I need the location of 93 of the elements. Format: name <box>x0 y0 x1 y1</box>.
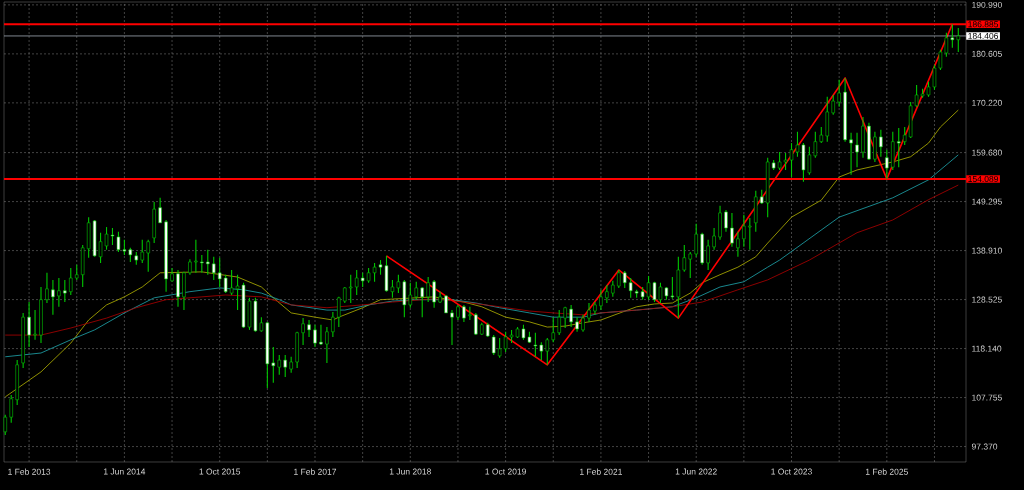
candlestick <box>51 279 55 316</box>
y-tick-label: 170.220 <box>972 99 1002 106</box>
candlestick <box>694 223 698 258</box>
candlestick <box>813 131 818 159</box>
candlestick <box>831 94 835 116</box>
candlestick <box>27 301 31 348</box>
candlestick <box>194 239 198 274</box>
y-tick-label: 149.295 <box>972 198 1002 205</box>
y-tick-label: 97.370 <box>971 443 998 450</box>
candlestick <box>69 267 73 296</box>
candlestick <box>140 239 144 264</box>
candlestick <box>950 23 955 49</box>
candlestick <box>408 282 413 309</box>
x-tick-label: 1 Jun 2022 <box>675 468 717 475</box>
candlestick <box>313 324 317 348</box>
candlestick <box>283 354 287 378</box>
candlestick <box>837 79 841 108</box>
candlestick <box>748 217 752 251</box>
line-series <box>4 109 959 398</box>
candlestick <box>63 279 67 303</box>
x-tick-label: 1 Jun 2018 <box>389 468 431 475</box>
x-tick-label: 1 Oct 2019 <box>485 468 526 475</box>
candlestick <box>730 212 734 248</box>
candlestick <box>885 149 889 180</box>
x-tick-label: 1 Jun 2014 <box>104 468 146 475</box>
candlestick <box>724 209 728 233</box>
candlestick <box>736 231 740 258</box>
candlestick <box>3 414 7 436</box>
candlestick <box>337 296 341 328</box>
candlestick <box>307 319 311 338</box>
candlestick <box>206 249 210 276</box>
candlestick <box>432 279 436 309</box>
candlestick <box>301 317 305 346</box>
x-tick-label: 1 Feb 2021 <box>580 468 622 475</box>
x-tick-label: 1 Oct 2023 <box>771 468 812 475</box>
y-tick-label: 118.140 <box>972 345 1002 352</box>
candlestick <box>849 132 853 176</box>
y-tick-label: 128.525 <box>972 296 1002 303</box>
candlestick <box>533 332 538 358</box>
candlestick <box>277 354 281 376</box>
candlestick <box>402 279 407 318</box>
ref-line-label: 154.089 <box>968 175 999 182</box>
y-tick-label: 138.910 <box>972 247 1002 254</box>
candlestick <box>468 306 472 321</box>
candlestick <box>605 284 609 304</box>
candlestick <box>349 274 353 304</box>
candlestick <box>599 289 603 311</box>
candlestick <box>325 326 329 364</box>
candlestick <box>420 286 424 318</box>
line-series <box>4 184 959 336</box>
candlestick <box>956 27 961 53</box>
candlestick <box>9 394 13 424</box>
candlestick <box>628 277 633 299</box>
candlestick <box>176 269 180 308</box>
candlestick <box>545 337 550 366</box>
candlestick <box>879 129 883 158</box>
candlestick <box>557 309 561 336</box>
candlestick <box>855 132 859 168</box>
candlestick <box>897 127 901 168</box>
x-tick-label: 1 Feb 2013 <box>8 468 51 475</box>
y-tick-label: 190.990 <box>972 1 1002 8</box>
candlestick <box>271 346 276 384</box>
candlestick <box>57 277 61 308</box>
candlestick <box>491 334 496 356</box>
ref-line-label: 184.406 <box>968 32 999 39</box>
candlestick <box>331 311 335 338</box>
candlestick <box>569 304 573 328</box>
candlestick <box>450 309 454 346</box>
candlestick <box>551 316 555 343</box>
candlestick <box>712 227 716 251</box>
candlestick <box>212 256 216 281</box>
x-tick-label: 1 Feb 2025 <box>865 468 908 475</box>
candlestick <box>354 269 359 296</box>
candlestick <box>217 257 222 288</box>
candlestick <box>497 337 502 359</box>
x-tick-label: 1 Oct 2015 <box>199 468 241 475</box>
candlestick <box>873 131 877 163</box>
candlestick <box>158 197 162 224</box>
candlestick <box>706 239 710 271</box>
candlestick <box>426 276 430 303</box>
ref-line-label: 186.885 <box>968 21 999 28</box>
y-tick-label: 159.680 <box>972 149 1002 156</box>
candlestick <box>587 302 591 323</box>
candlestick <box>742 214 746 248</box>
y-tick-label: 180.605 <box>972 50 1002 57</box>
y-tick-label: 107.755 <box>972 394 1002 401</box>
candlestick <box>45 272 49 304</box>
candlestick <box>33 309 37 341</box>
candlestick <box>223 274 228 294</box>
candlestick <box>688 251 692 279</box>
candlestick <box>682 244 687 273</box>
candlestick <box>146 239 150 273</box>
x-tick-label: 1 Feb 2017 <box>294 468 337 475</box>
